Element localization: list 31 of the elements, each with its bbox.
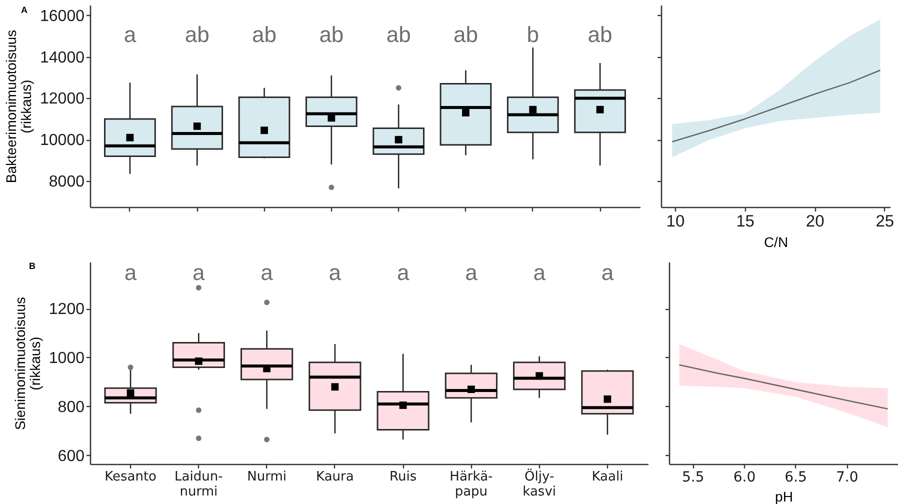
chart-title: B bbox=[29, 261, 36, 271]
annotation: a bbox=[601, 260, 614, 285]
x-tick-label: 6.5 bbox=[784, 470, 807, 486]
y-tick-label: 800 bbox=[58, 398, 85, 416]
y-tick-label: 600 bbox=[58, 448, 85, 465]
y-axis-title: Sienimonimuotoisuus (rikkaus) bbox=[12, 296, 43, 430]
annotation: a bbox=[396, 260, 410, 285]
x-tick-label: 15 bbox=[736, 212, 754, 230]
annotation: a bbox=[260, 260, 274, 285]
annotation: a bbox=[465, 260, 478, 285]
x-tick-label: 5.5 bbox=[682, 470, 704, 486]
x-tick-label: 7.0 bbox=[836, 470, 858, 486]
x-axis-title: C/N bbox=[764, 234, 788, 250]
x-tick-label: Nurmi bbox=[247, 470, 286, 484]
annotation: a bbox=[124, 260, 138, 285]
annotation: a bbox=[192, 260, 206, 285]
x-tick-label: Kaura bbox=[316, 470, 354, 484]
x-tick-label: Kesanto bbox=[104, 470, 157, 484]
x-tick-label: 6.0 bbox=[733, 470, 756, 486]
x-tick-label: Öljy- kasvi bbox=[522, 468, 556, 500]
x-tick-label: Kaali bbox=[592, 470, 624, 484]
annotation: a bbox=[328, 260, 342, 285]
y-tick-label: 1200 bbox=[48, 301, 85, 318]
x-tick-label: Laidun- nurmi bbox=[174, 470, 224, 500]
x-tick-label: Ruis bbox=[390, 470, 417, 484]
x-tick-label: 25 bbox=[876, 212, 894, 230]
x-tick-label: 20 bbox=[806, 212, 824, 230]
x-tick-label: Härkä- papu bbox=[450, 470, 494, 500]
y-tick-label: 1000 bbox=[48, 350, 85, 367]
annotation: a bbox=[533, 260, 546, 285]
x-tick-label: 10 bbox=[666, 212, 685, 230]
